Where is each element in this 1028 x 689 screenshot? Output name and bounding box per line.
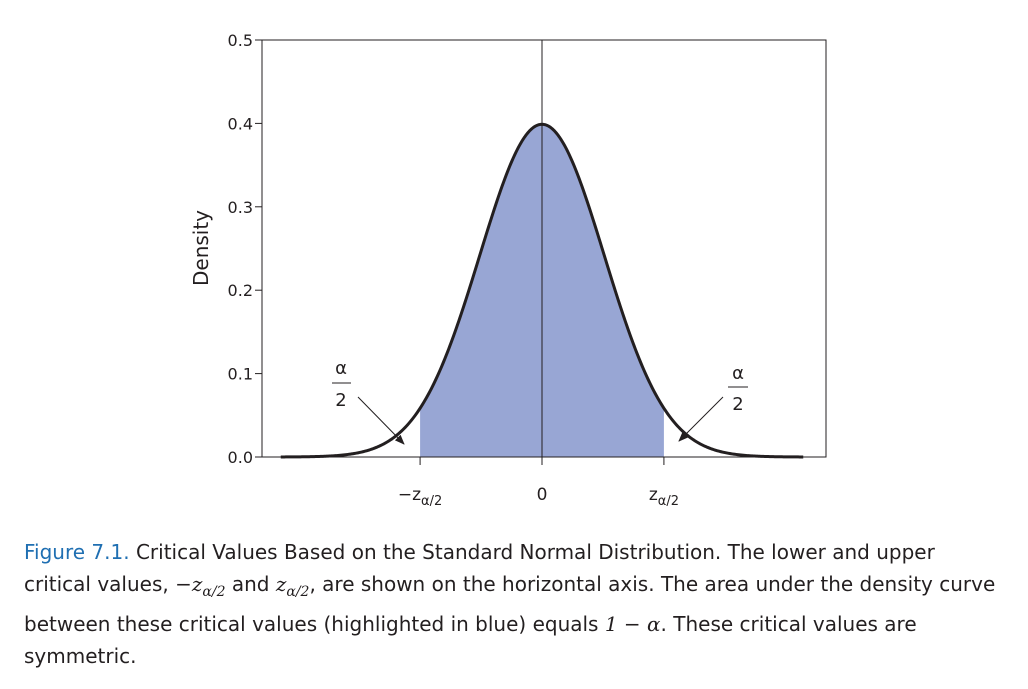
left-tail-arrow xyxy=(357,396,405,445)
y-tick-label-4: 0.4 xyxy=(228,114,253,133)
figure-caption: Figure 7.1. Critical Values Based on the… xyxy=(24,536,1004,672)
caption-math-lower: −zα/2 xyxy=(175,572,226,600)
right-alpha-denominator: 2 xyxy=(732,394,743,415)
x-tick-label-upper-critical: zα/2 xyxy=(649,485,679,509)
left-alpha-numerator: α xyxy=(335,358,347,379)
caption-text-1: Critical Values Based on the Standard No… xyxy=(24,540,935,596)
left-alpha-denominator: 2 xyxy=(335,390,346,411)
y-tick-label-5: 0.5 xyxy=(228,31,253,50)
right-tail-arrow xyxy=(678,396,724,442)
y-tick-label-2: 0.2 xyxy=(228,281,253,300)
density-chart: 0.0 0.1 0.2 0.3 0.4 0.5 −zα/2 0 zα/2 Density α … xyxy=(189,31,827,509)
left-tail-annotation: α 2 xyxy=(332,358,405,445)
caption-text-3: , are shown on the horizontal axis. The … xyxy=(24,572,996,636)
right-alpha-numerator: α xyxy=(732,363,744,384)
y-axis-label: Density xyxy=(189,210,213,286)
y-tick-label-1: 0.1 xyxy=(228,365,253,384)
y-tick-label-0: 0.0 xyxy=(228,448,253,467)
caption-math-upper: zα/2 xyxy=(275,572,310,600)
y-tick-label-3: 0.3 xyxy=(228,198,253,217)
right-tail-annotation: α 2 xyxy=(678,363,748,442)
plot-frame xyxy=(261,39,827,458)
x-tick-label-lower-critical: −zα/2 xyxy=(398,485,442,509)
figure-label: Figure 7.1. xyxy=(24,540,130,564)
caption-text-4: . These critical values are symmetric. xyxy=(24,612,917,668)
caption-text-2: and xyxy=(225,572,276,596)
caption-math-expr: 1 − α xyxy=(604,612,661,636)
x-tick-label-center: 0 xyxy=(537,485,548,505)
